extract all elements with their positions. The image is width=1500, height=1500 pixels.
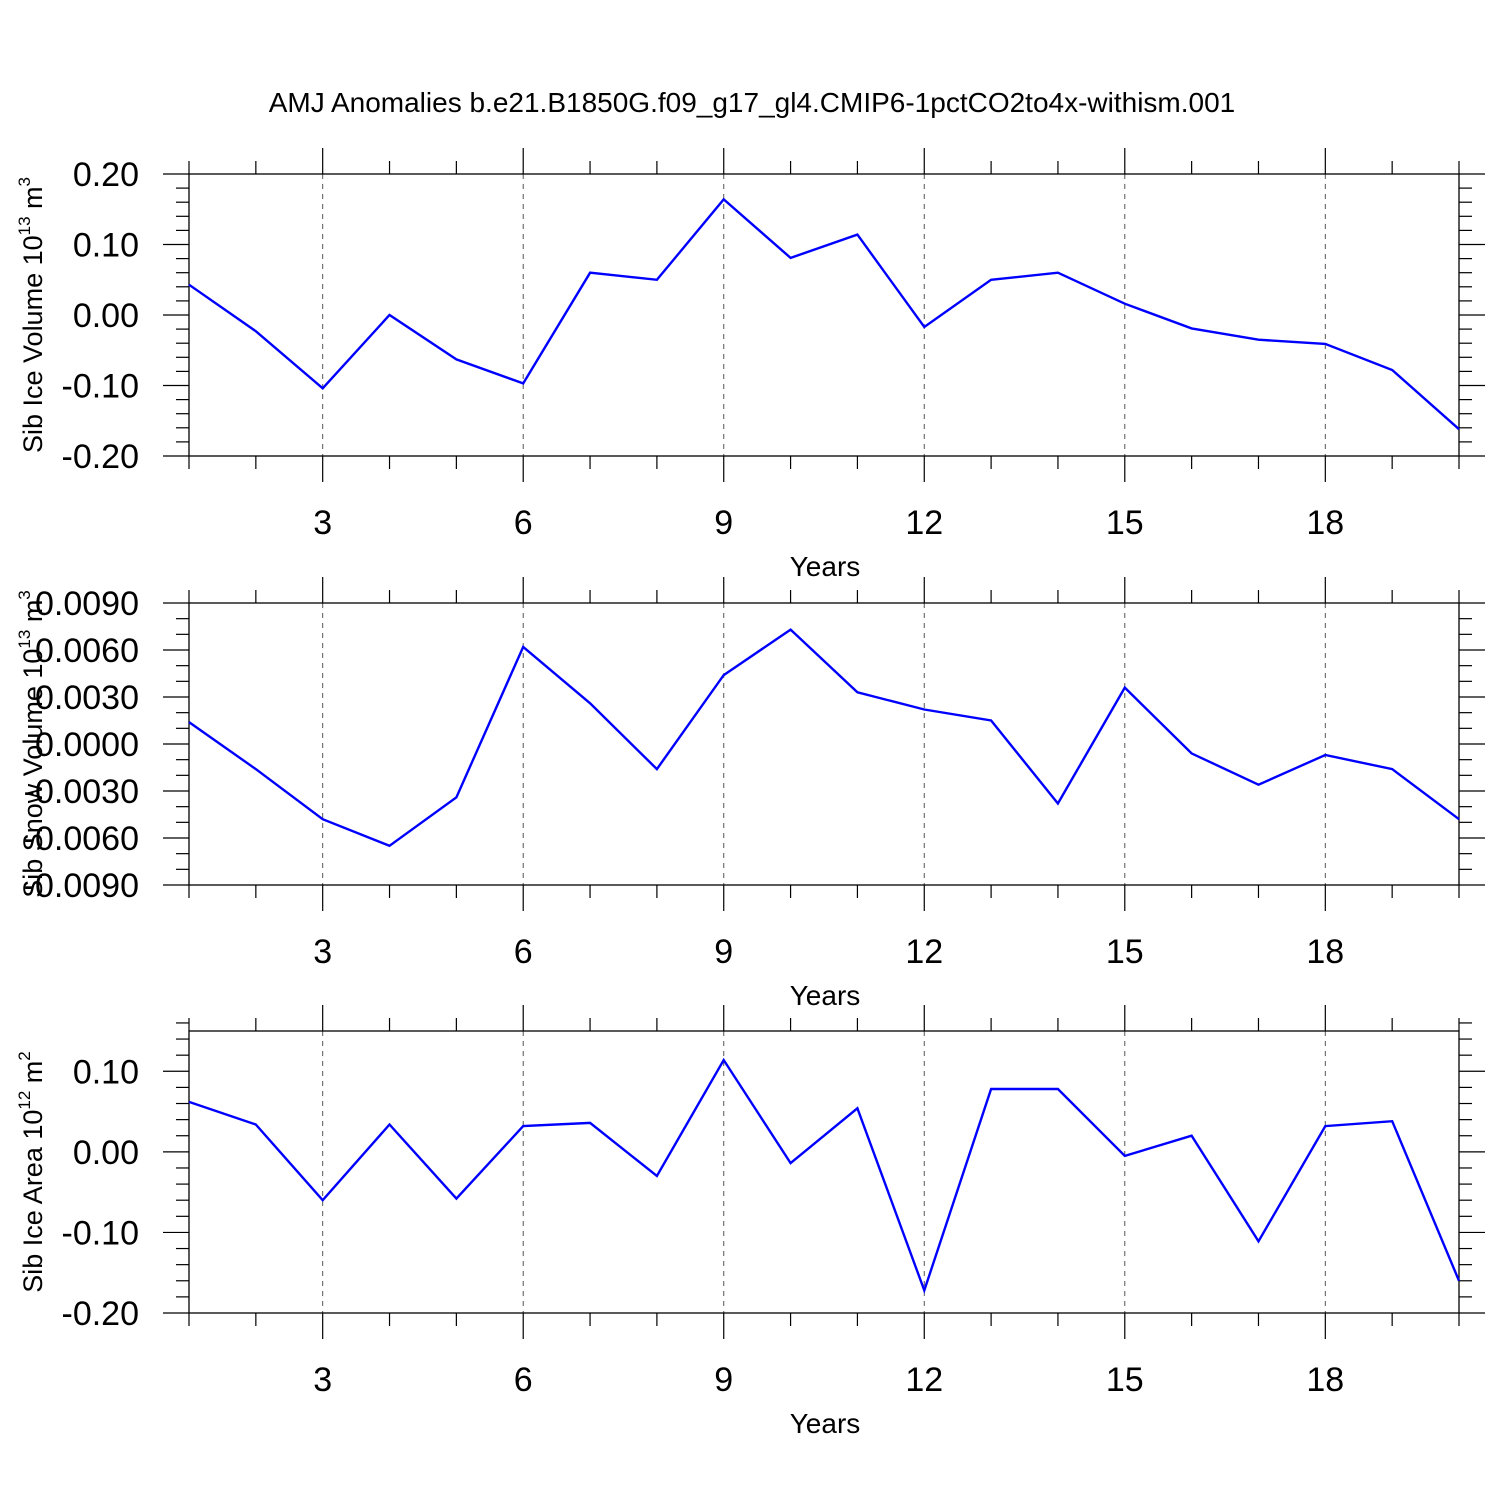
panel-2-ytick-label: -0.0090 (24, 867, 139, 905)
panel-3-ytick-label: 0.00 (73, 1134, 139, 1172)
panel-1-series-line (188, 197, 1460, 431)
panel-1-xtick-label: 18 (1306, 504, 1344, 542)
panel-2-xtick-label: 18 (1306, 933, 1344, 971)
panel-3-ylabel: Sib Ice Area 1012 m2 (15, 1051, 48, 1293)
ylabel-unit: m (18, 1061, 48, 1091)
panel-2-ytick-label: 0.0060 (35, 632, 139, 670)
figure-title: AMJ Anomalies b.e21.B1850G.f09_g17_gl4.C… (269, 87, 1236, 118)
panel-2: 3 6 9 12 15 18 Years -0.0090 -0.0060 -0.0030 0.000… (15, 577, 1485, 1011)
ylabel-unit-exponent: 3 (15, 177, 34, 186)
ylabel-exponent: 13 (15, 630, 34, 649)
panel-2-xlabel: Years (790, 980, 861, 1011)
panel-2-ytick-label: -0.0030 (24, 773, 139, 811)
panel-3-ytick-label: -0.10 (62, 1214, 140, 1252)
panel-1-ytick-label: -0.10 (62, 368, 140, 406)
ylabel-unit: m (18, 186, 48, 216)
panel-1-ytick-label: 0.00 (73, 297, 139, 335)
panel-3-xtick-label: 9 (714, 1361, 733, 1399)
ylabel-exponent: 13 (15, 216, 34, 235)
panel-2-series-line (188, 628, 1460, 848)
ylabel-text: Sib Ice Volume 10 (18, 235, 48, 453)
panel-1-xlabel: Years (790, 551, 861, 582)
panel-3-xlabel: Years (790, 1408, 861, 1439)
panel-2-xtick-label: 3 (313, 933, 332, 971)
panel-3-xtick-label: 12 (905, 1361, 943, 1399)
ylabel-text: Sib Ice Area 10 (18, 1110, 48, 1293)
panel-1-xtick-label: 9 (714, 504, 733, 542)
panel-2-ytick-label: -0.0060 (24, 820, 139, 858)
panel-3-series-line (188, 1057, 1461, 1295)
panel-1-xtick-label: 3 (313, 504, 332, 542)
panel-3-xtick-label: 15 (1106, 1361, 1144, 1399)
ylabel-unit: m (18, 600, 48, 630)
panel-1-ytick-label: 0.10 (73, 227, 139, 265)
panel-3-xtick-label: 18 (1306, 1361, 1344, 1399)
panel-1-xtick-label: 12 (905, 504, 943, 542)
panel-1-frame (188, 173, 1460, 457)
panel-3-ytick-label: -0.20 (62, 1295, 140, 1333)
panel-1-xtick-label: 15 (1106, 504, 1144, 542)
panel-2-xtick-label: 12 (905, 933, 943, 971)
panel-3-frame (188, 1030, 1460, 1314)
ylabel-exponent: 12 (15, 1091, 34, 1110)
panel-1-ytick-label: 0.20 (73, 156, 139, 194)
panel-2-xtick-label: 6 (514, 933, 533, 971)
ylabel-unit-exponent: 2 (15, 1051, 34, 1060)
ylabel-unit-exponent: 3 (15, 590, 34, 599)
panel-2-xtick-label: 15 (1106, 933, 1144, 971)
panel-1-xtick-label: 6 (514, 504, 533, 542)
panel-1: 3 6 9 12 15 18 Years -0.20 -0.10 0.00 0.10 0.20 Sib … (15, 148, 1485, 582)
panel-3-ytick-label: 0.10 (73, 1053, 139, 1091)
panel-2-ytick-label: 0.0000 (35, 726, 139, 764)
panel-1-ylabel: Sib Ice Volume 1013 m3 (15, 177, 48, 453)
panel-1-ytick-label: -0.20 (62, 438, 140, 476)
panel-2-ytick-label: 0.0090 (35, 585, 139, 623)
panel-2-ytick-label: 0.0030 (35, 679, 139, 717)
panel-3-xtick-label: 6 (514, 1361, 533, 1399)
panel-3-xtick-label: 3 (313, 1361, 332, 1399)
ylabel-text: Sib Snow Volume 10 (18, 649, 48, 898)
panel-3: 3 6 9 12 15 18 Years -0.20 -0.10 0.00 0.10 Sib Ice … (15, 1005, 1485, 1439)
panel-2-ylabel: Sib Snow Volume 1013 m3 (15, 590, 48, 898)
panel-2-xtick-label: 9 (714, 933, 733, 971)
